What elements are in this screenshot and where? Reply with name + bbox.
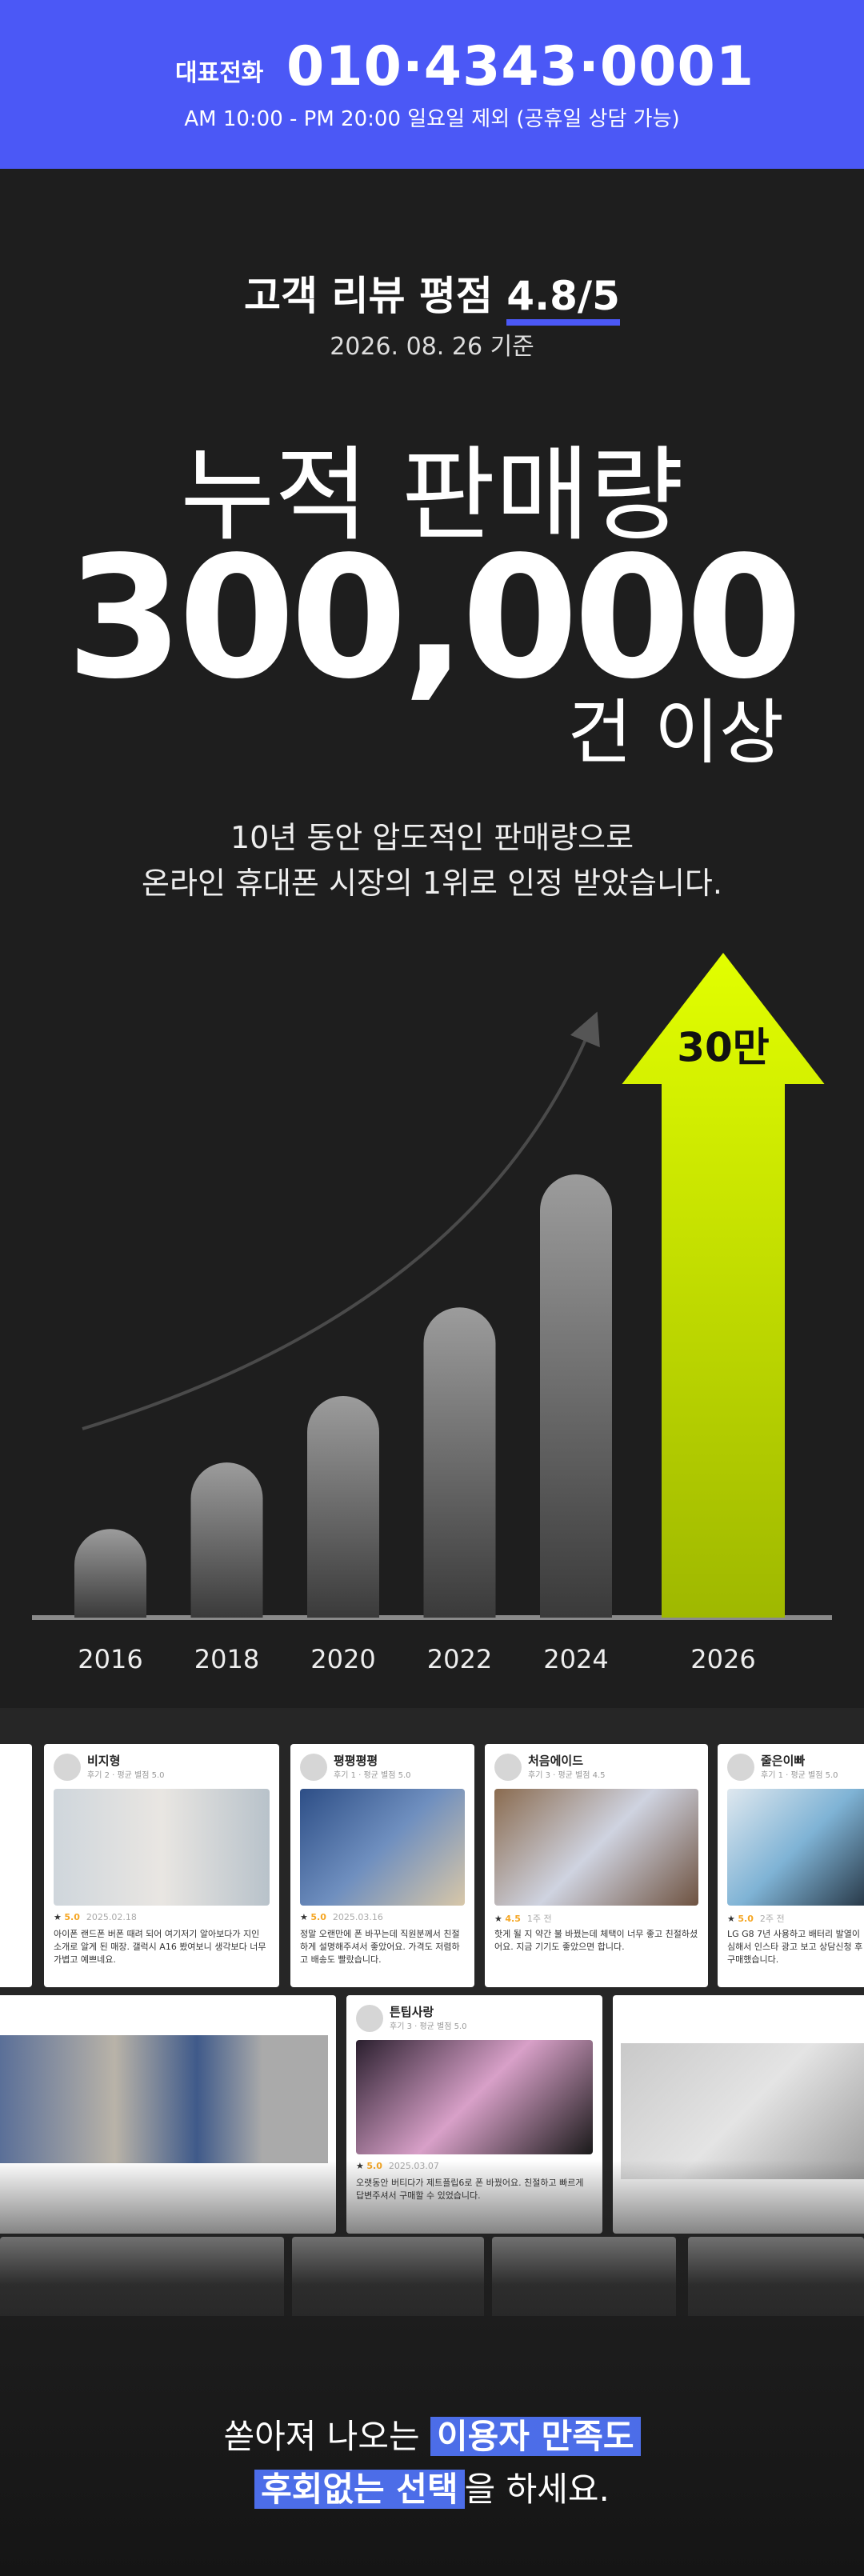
hours: AM 10:00 - PM 20:00 일요일 제외 (공휴일 상담 가능): [184, 107, 680, 131]
x-tick-label: 2016: [78, 1644, 142, 1674]
x-tick-label: 2020: [310, 1644, 375, 1674]
x-tick-label: 2022: [427, 1644, 492, 1674]
review-photo: [300, 1789, 465, 1906]
review-card: 처음에이드 후기 3 · 평균 별점 4.5 ★ 4.5 1주 전 핫게 될 지 약간 …: [485, 1744, 708, 1987]
reviewer-meta: 후기 3 · 평균 별점 5.0: [390, 2022, 467, 2031]
bar: [190, 1462, 263, 1618]
reviewer-name: 튼팁사랑: [390, 2005, 434, 2019]
review-rating: ★ 5.0 2주 전: [727, 1914, 785, 1924]
review-date: 2025.03.16: [332, 1912, 383, 1922]
bar: [540, 1174, 612, 1618]
rating-date: 2026. 08. 26 기준: [330, 333, 534, 361]
phone-number[interactable]: 010·4343·0001: [286, 35, 755, 98]
avatar: [300, 1754, 327, 1781]
x-tick-label: 2024: [543, 1644, 608, 1674]
review-card: 비지형 후기 2 · 평균 별점 5.0 ★ 5.0 2025.02.18 아이폰 랜드…: [44, 1744, 279, 1987]
avatar: [494, 1754, 522, 1781]
reviewer-name: 평평평평: [334, 1754, 378, 1768]
sales-suffix: 건 이상: [567, 691, 784, 774]
review-photo: [0, 2035, 328, 2163]
sales-number: 300,000: [66, 520, 802, 716]
phone-label: 대표전화: [175, 59, 264, 87]
rating-score: 4.8/5: [506, 273, 620, 326]
review-text: LG G8 7년 사용하고 배터리 발열이 심해서 인스타 광고 보고 상담신청…: [727, 1929, 863, 1965]
review-photo: [494, 1789, 698, 1906]
reviewer-name: 줄은이빠: [761, 1754, 806, 1768]
bar: [74, 1529, 146, 1618]
closing-highlight: 후회없는 선택: [254, 2470, 465, 2509]
reviewer-name: 처음에이드: [528, 1754, 584, 1768]
avatar: [54, 1754, 81, 1781]
description: 온라인 휴대폰 시장의 1위로 인정 받았습니다.: [142, 866, 722, 901]
rating-value: 5.0: [310, 1912, 326, 1922]
fade-overlay: [0, 2160, 864, 2576]
x-tick-label: 2018: [194, 1644, 259, 1674]
trend-arrow: [82, 1011, 600, 1430]
rating: 고객 리뷰 평점 4.8/5: [0, 264, 864, 326]
sales-chart: 2016 2018 2020 2022 2024 30만 2026: [32, 953, 832, 1674]
x-tick-label: 2026: [690, 1644, 755, 1674]
bar: [423, 1307, 496, 1618]
review-text: 정말 오랜만에 폰 바꾸는데 직원분께서 친절하게 설명해주셔서 좋았어요. 가…: [300, 1929, 460, 1965]
review-photo: [54, 1789, 270, 1906]
closing-text: 을 하세요.: [464, 2470, 610, 2509]
reviewer-name: 비지형: [87, 1754, 121, 1768]
bar: [307, 1396, 379, 1618]
rating-value: 5.0: [64, 1912, 80, 1922]
review-photo: [727, 1789, 864, 1906]
value-label: 30만: [677, 1025, 770, 1071]
reviewer-meta: 후기 2 · 평균 별점 5.0: [87, 1771, 165, 1780]
closing-line: 후회없는 선택 을 하세요.: [0, 2462, 864, 2511]
reviewer-meta: 후기 1 · 평균 별점 5.0: [761, 1771, 838, 1780]
sales-title: 누적 판매량: [180, 436, 684, 555]
review-card: 평평평평 후기 1 · 평균 별점 5.0 ★ 5.0 2025.03.16 정말 오랜…: [290, 1744, 474, 1987]
review-date: 2025.02.18: [86, 1912, 137, 1922]
rating-value: 5.0: [738, 1914, 754, 1924]
highlight-arrow: [622, 953, 825, 1618]
review-text: 아이폰 랜드폰 버폰 때려 되어 여기저기 알아보다가 지인 소개로 알게 된 …: [54, 1929, 266, 1965]
avatar: [356, 2005, 383, 2032]
review-card: [0, 1744, 32, 1987]
contact-banner: 대표전화 010·4343·0001 AM 10:00 - PM 20:00 일…: [0, 0, 864, 169]
closing-text: 쏟아져 나오는: [223, 2417, 431, 2456]
review-date: 2주 전: [759, 1914, 785, 1924]
rating-value: 4.5: [505, 1914, 521, 1924]
review-photo: [356, 2040, 593, 2154]
review-date: 1주 전: [526, 1914, 552, 1924]
review-photo: [621, 2043, 864, 2179]
review-text: 핫게 될 지 약간 불 바꿨는데 체택이 너무 좋고 친절하셨어요. 지금 기기…: [494, 1929, 698, 1952]
closing-highlight: 이용자 만족도: [430, 2417, 641, 2456]
closing-line: 쏟아져 나오는 이용자 만족도: [0, 2410, 864, 2458]
avatar: [727, 1754, 754, 1781]
reviewer-meta: 후기 3 · 평균 별점 4.5: [528, 1771, 606, 1780]
review-card: 줄은이빠 후기 1 · 평균 별점 5.0 ★ 5.0 2주 전 LG G8 7년 사용…: [718, 1744, 864, 1987]
rating-prefix: 고객 리뷰 평점: [244, 273, 493, 319]
description: 10년 동안 압도적인 판매량으로: [230, 820, 634, 855]
review-rating: ★ 5.0 2025.03.16: [300, 1912, 383, 1922]
review-rating: ★ 4.5 1주 전: [494, 1914, 552, 1924]
reviewer-meta: 후기 1 · 평균 별점 5.0: [334, 1771, 411, 1780]
review-rating: ★ 5.0 2025.02.18: [54, 1912, 137, 1922]
